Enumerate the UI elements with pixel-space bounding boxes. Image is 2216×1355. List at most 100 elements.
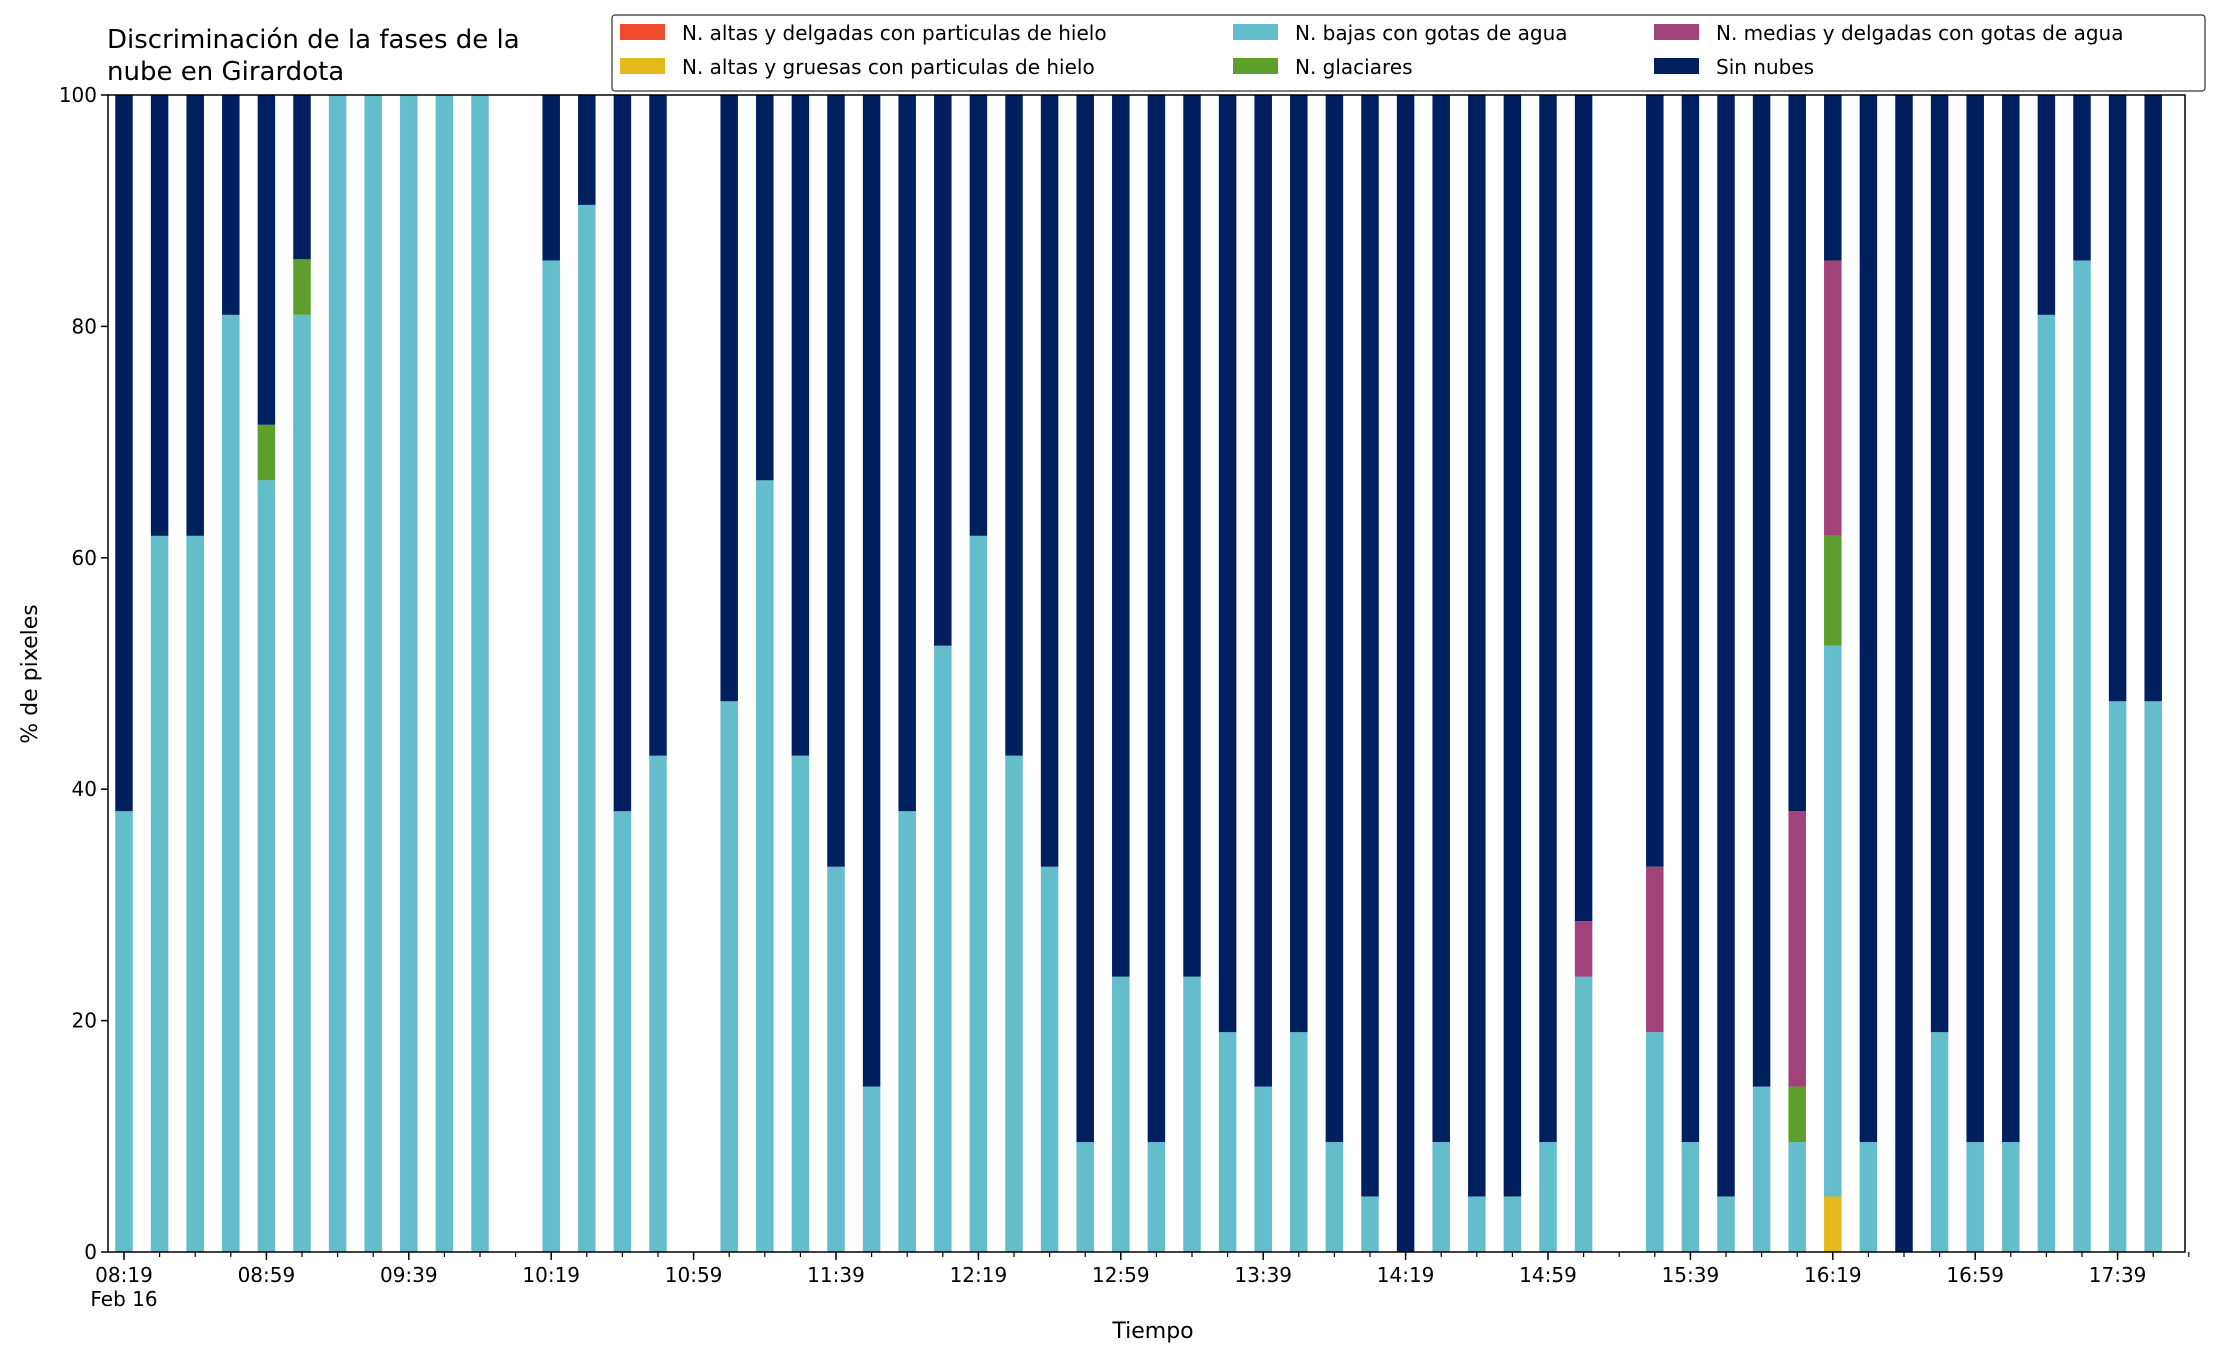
bar-segment-sin_nubes <box>649 95 667 756</box>
bar-stack <box>1005 95 1023 1252</box>
x-tick-label: 08:19 <box>95 1263 153 1287</box>
bar-segment-sin_nubes <box>1574 95 1593 922</box>
bar-segment-bajas <box>1432 1142 1450 1252</box>
bar-stack <box>2073 95 2091 1252</box>
bar-segment-sin_nubes <box>898 95 916 812</box>
bar-segment-sin_nubes <box>1218 95 1237 1033</box>
bar-segment-bajas <box>1717 1196 1735 1252</box>
x-tick-label: 14:59 <box>1519 1263 1577 1287</box>
bar-segment-sin_nubes <box>1930 95 1949 1033</box>
bar-segment-bajas <box>898 811 916 1252</box>
bar-segment-bajas <box>1290 1032 1308 1252</box>
bar-stack <box>1681 95 1700 1252</box>
bar-segment-sin_nubes <box>934 95 952 646</box>
bar-segment-bajas <box>1076 1142 1094 1252</box>
bar-stack <box>862 95 881 1252</box>
bar-segment-bajas <box>1147 1142 1166 1252</box>
bar-segment-sin_nubes <box>293 95 311 260</box>
bar-stack <box>364 95 382 1252</box>
legend-swatch <box>1654 24 1699 40</box>
x-tick-label: 15:39 <box>1662 1263 1720 1287</box>
bar-segment-bajas <box>1966 1142 1984 1252</box>
x-tick-label: 12:59 <box>1092 1263 1150 1287</box>
bar-stack <box>1218 95 1237 1252</box>
bar-segment-sin_nubes <box>1325 95 1344 1143</box>
bar-stack <box>1824 95 1842 1252</box>
legend-label: N. altas y delgadas con particulas de hi… <box>682 21 1107 45</box>
bar-stack <box>1966 95 1984 1252</box>
bar-stack <box>1788 95 1806 1252</box>
bar-stack <box>791 95 810 1252</box>
bar-segment-glaciares <box>257 424 276 481</box>
legend-label: N. glaciares <box>1295 55 1413 79</box>
bar-segment-sin_nubes <box>862 95 881 1087</box>
bar-segment-sin_nubes <box>1432 95 1450 1143</box>
bar-stack <box>1040 95 1059 1252</box>
bar-stack <box>756 95 774 1252</box>
bar-segment-sin_nubes <box>827 95 845 867</box>
bar-segment-sin_nubes <box>1752 95 1771 1087</box>
legend-swatch <box>620 24 665 40</box>
x-tick-label: 10:19 <box>522 1263 580 1287</box>
bar-segment-bajas <box>1824 645 1842 1197</box>
bar-stack <box>1325 95 1344 1252</box>
bar-stack <box>934 95 952 1252</box>
x-tick-sublabel: Feb 16 <box>90 1287 157 1311</box>
bar-segment-sin_nubes <box>1539 95 1557 1143</box>
bar-segment-bajas <box>364 95 382 1252</box>
bar-segment-medias <box>1574 921 1593 977</box>
bar-segment-sin_nubes <box>115 95 133 812</box>
bar-segment-bajas <box>2002 1142 2020 1252</box>
bar-segment-medias <box>1788 811 1806 1087</box>
bar-segment-sin_nubes <box>1895 95 1913 1252</box>
bar-segment-bajas <box>115 811 133 1252</box>
legend-item: N. glaciares <box>1233 55 1413 79</box>
y-tick-label: 0 <box>84 1240 97 1264</box>
bar-stack <box>1539 95 1557 1252</box>
bar-segment-medias <box>1824 260 1842 536</box>
bar-stack <box>1432 95 1450 1252</box>
bar-segment-bajas <box>2073 260 2091 1252</box>
bar-segment-sin_nubes <box>1254 95 1272 1087</box>
x-tick-label: 11:39 <box>807 1263 865 1287</box>
bar-stack <box>827 95 845 1252</box>
bar-stack <box>542 95 560 1252</box>
bar-segment-sin_nubes <box>1076 95 1094 1143</box>
legend-item: N. medias y delgadas con gotas de agua <box>1654 21 2124 45</box>
bar-segment-sin_nubes <box>578 95 596 205</box>
bar-segment-sin_nubes <box>1396 95 1415 1252</box>
bar-segment-bajas <box>1468 1196 1486 1252</box>
legend: N. altas y delgadas con particulas de hi… <box>611 14 2206 92</box>
y-axis-label: % de pixeles <box>18 604 43 743</box>
bar-stack <box>1930 95 1949 1252</box>
bar-segment-sin_nubes <box>2073 95 2091 261</box>
bar-segment-sin_nubes <box>1040 95 1059 867</box>
bar-segment-glaciares <box>1788 1086 1806 1143</box>
bar-segment-bajas <box>2144 701 2162 1252</box>
chart-title-line: nube en Girardota <box>107 57 344 87</box>
bar-stack <box>1859 95 1878 1252</box>
bar-segment-bajas <box>720 701 738 1252</box>
bar-segment-bajas <box>1539 1142 1557 1252</box>
bar-segment-sin_nubes <box>1859 95 1878 1143</box>
bar-segment-bajas <box>1788 1142 1806 1252</box>
legend-label: N. altas y gruesas con particulas de hie… <box>682 55 1095 79</box>
bar-segment-bajas <box>1574 976 1593 1252</box>
bar-stack <box>1290 95 1308 1252</box>
bar-segment-glaciares <box>293 259 311 315</box>
bar-segment-bajas <box>934 645 952 1252</box>
legend-swatch <box>1654 58 1699 74</box>
bar-stack <box>1147 95 1166 1252</box>
bar-stack <box>649 95 667 1252</box>
bar-stack <box>222 95 240 1253</box>
bar-stack <box>328 95 347 1252</box>
plot-frame <box>107 94 2186 1253</box>
bar-segment-sin_nubes <box>1646 95 1664 867</box>
bar-stack <box>150 95 169 1252</box>
bar-segment-sin_nubes <box>969 95 988 536</box>
bar-segment-bajas <box>293 314 311 1253</box>
bar-segment-sin_nubes <box>1966 95 1984 1143</box>
bar-segment-medias <box>1646 866 1664 1033</box>
legend-item: N. bajas con gotas de agua <box>1233 21 1568 45</box>
